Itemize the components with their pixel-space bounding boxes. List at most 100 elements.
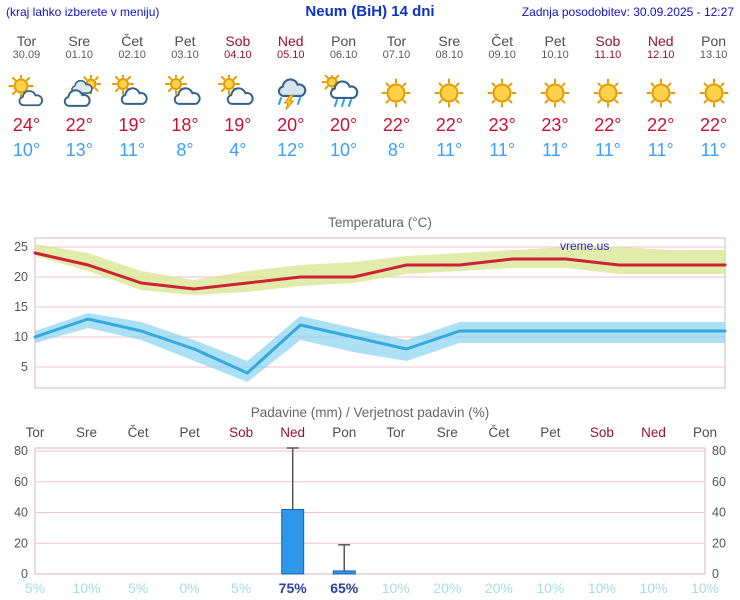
day-date: 08.10 (435, 49, 464, 61)
precip-day-label: Pet (179, 425, 200, 440)
precip-probability: 10% (588, 580, 616, 596)
precipitation-chart: Padavine (mm) / Verjetnost padavin (%) To… (0, 403, 740, 599)
max-temperature: 24° (12, 115, 41, 135)
mostly-sunny-icon (8, 75, 44, 107)
min-temperature: 11° (119, 140, 146, 160)
watermark: vreme.us (560, 239, 609, 253)
precip-day-label: Pon (693, 425, 717, 440)
precip-day-label: Tor (386, 425, 405, 440)
day-name: Ned (277, 33, 304, 49)
day-column: Pon 13.10 22° 11° (687, 28, 740, 161)
precip-probability: 65% (330, 580, 359, 596)
max-temperature: 23° (488, 115, 516, 135)
precip-y-tick-right: 40 (712, 506, 726, 520)
precip-y-tick-left: 60 (14, 475, 28, 489)
min-temperature: 8° (176, 140, 194, 160)
max-temperature: 22° (65, 115, 93, 135)
day-date: 06.10 (329, 49, 358, 61)
precip-day-label: Sre (437, 425, 458, 440)
day-date: 11.10 (594, 49, 622, 61)
weather-icon-wrap (0, 75, 53, 111)
precip-chart-title: Padavine (mm) / Verjetnost padavin (%) (251, 405, 490, 420)
min-temperature: 11° (489, 140, 516, 160)
day-date: 12.10 (646, 49, 675, 61)
sunny-icon (593, 78, 623, 108)
day-column: Tor 07.10 22° 8° (370, 28, 423, 161)
day-column: Sob 11.10 22° 11° (581, 28, 634, 161)
page-title: Neum (BiH) 14 dni (305, 3, 435, 20)
sunny-icon (540, 78, 570, 108)
partly-cloudy-icon (217, 75, 254, 105)
day-column: Pon 06.10 20° 10° (317, 28, 370, 161)
temp-y-tick-label: 15 (14, 300, 28, 314)
day-date: 05.10 (276, 49, 305, 61)
min-temperature: 11° (700, 140, 727, 160)
sunny-icon (646, 78, 676, 108)
day-name: Ned (647, 33, 674, 49)
sunny-icon (381, 78, 411, 108)
temp-chart-title: Temperatura (°C) (328, 215, 432, 230)
min-temperature: 13° (65, 140, 93, 160)
precip-day-label: Ned (280, 425, 305, 440)
day-name: Pon (701, 33, 727, 49)
precip-probability: 10% (382, 580, 410, 596)
day-name: Sob (595, 33, 621, 49)
day-date: 02.10 (118, 49, 146, 61)
day-date: 07.10 (382, 49, 411, 61)
max-temperature: 20° (277, 115, 305, 135)
precip-y-tick-right: 60 (712, 475, 726, 489)
day-column: Sre 01.10 22° 13° (53, 28, 106, 161)
min-temperature: 10° (12, 140, 41, 160)
max-temperature: 22° (594, 115, 622, 135)
min-temperature: 8° (387, 140, 406, 160)
day-date: 13.10 (699, 49, 728, 61)
cloudy-icon (64, 75, 102, 107)
min-temperature: 10° (329, 140, 358, 160)
precip-day-label: Sob (229, 425, 253, 440)
weather-icon-wrap (264, 75, 317, 111)
temp-y-tick-label: 20 (14, 270, 28, 284)
min-temperature: 11° (436, 140, 463, 160)
precip-probability: 10% (73, 580, 101, 596)
day-name: Čet (491, 33, 514, 49)
max-temperature: 20° (329, 115, 358, 135)
day-name: Tor (16, 33, 37, 49)
precip-plot-frame (34, 447, 706, 575)
max-temperature: 18° (171, 115, 199, 135)
day-column: Ned 12.10 22° 11° (634, 28, 687, 161)
sunny-icon (699, 78, 729, 108)
max-temperature: 19° (224, 115, 252, 135)
day-column: Čet 09.10 23° 11° (476, 28, 529, 161)
tmax-line (33, 251, 727, 291)
precip-day-label: Ned (641, 425, 666, 440)
temp-y-tick-label: 25 (14, 240, 28, 254)
partly-cloudy-icon (112, 75, 148, 105)
precip-probability: 0% (179, 580, 199, 596)
precip-y-tick-left: 40 (14, 506, 28, 520)
day-date: 09.10 (488, 49, 516, 61)
max-temperature: 22° (699, 115, 728, 135)
max-temperature: 23° (541, 115, 569, 135)
weather-icon-wrap (106, 75, 159, 111)
precipitation-chart-svg: Padavine (mm) / Verjetnost padavin (%) To… (14, 405, 726, 596)
weather-icon-wrap (159, 75, 212, 111)
precip-day-label: Čet (488, 425, 509, 440)
min-temperature: 12° (277, 140, 305, 160)
day-column: Čet 02.10 19° 11° (106, 28, 159, 161)
precip-probability: 10% (639, 580, 667, 596)
weather-icon-wrap (634, 75, 687, 111)
day-date: 04.10 (224, 49, 252, 61)
precip-day-label: Pon (332, 425, 356, 440)
precip-y-tick-right: 80 (712, 444, 726, 458)
precip-day-label: Čet (128, 425, 149, 440)
precip-probability: 10% (536, 580, 564, 596)
precip-probability: 5% (231, 580, 251, 596)
max-temperature: 22° (435, 115, 463, 135)
max-temperature: 22° (647, 115, 675, 135)
precip-probability: 10% (691, 580, 719, 596)
precip-day-label: Sre (76, 425, 97, 440)
precip-probability: 5% (128, 580, 148, 596)
precip-day-label: Sob (590, 425, 614, 440)
day-name: Pet (544, 33, 566, 49)
